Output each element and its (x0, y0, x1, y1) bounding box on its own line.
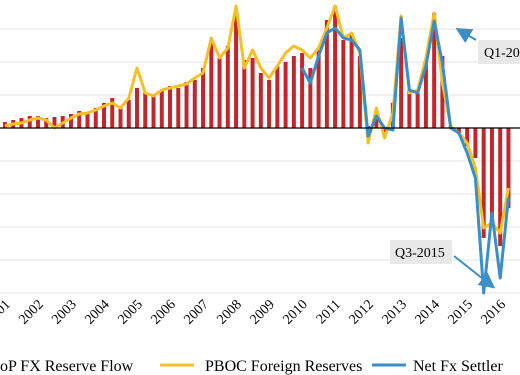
legend-label: oP FX Reserve Flow (0, 358, 134, 375)
x-tick-label: 2010 (281, 297, 311, 327)
line (300, 16, 510, 295)
annotation-text: Q3-2015 (395, 246, 445, 261)
bar (27, 116, 32, 128)
bar (357, 56, 362, 128)
x-tick-label: 2006 (148, 297, 178, 327)
x-tick-label: 2016 (479, 297, 509, 327)
bar (291, 56, 296, 128)
bar (77, 111, 82, 128)
legend-label: PBOC Foreign Reserves (205, 358, 362, 375)
line (4, 4, 510, 235)
bar (192, 80, 197, 128)
x-tick-label: 2002 (16, 297, 46, 327)
bar (201, 68, 206, 128)
bar (399, 38, 404, 128)
x-tick-label: 2014 (413, 297, 443, 327)
bar (102, 103, 106, 128)
bar (159, 90, 164, 128)
bar (35, 116, 40, 128)
annotation-arrow (455, 27, 477, 43)
bar (267, 80, 272, 128)
bar (432, 13, 437, 128)
annotation-box (478, 40, 520, 64)
bar (341, 40, 346, 128)
bar (135, 88, 140, 128)
bar (324, 20, 329, 128)
x-tick-label: 2013 (380, 297, 410, 327)
bar (242, 60, 247, 128)
annotation: Q1-20 (455, 27, 520, 64)
x-tick-label: 001 (0, 297, 14, 322)
bar (283, 62, 288, 128)
bar (217, 58, 222, 128)
bar (44, 118, 49, 128)
x-tick-label: 2004 (82, 297, 112, 327)
bar (382, 128, 387, 133)
bar (93, 108, 98, 128)
x-tick-label: 2003 (49, 297, 79, 327)
bar (415, 93, 420, 128)
x-tick-label: 2009 (248, 297, 278, 327)
bar (176, 88, 181, 128)
x-tick-label: 2007 (181, 297, 211, 327)
bar (143, 92, 148, 128)
bar (489, 128, 494, 223)
bar (250, 58, 255, 128)
x-tick-label: 2008 (214, 297, 244, 327)
bar (440, 56, 445, 128)
bar (316, 50, 321, 128)
bar (258, 73, 263, 128)
bar (225, 46, 230, 128)
bar (52, 117, 57, 128)
x-tick-label: 2011 (314, 297, 344, 327)
bar (300, 53, 305, 128)
bar (234, 10, 239, 128)
bar (209, 40, 214, 128)
bar (184, 82, 189, 128)
bar (456, 128, 461, 134)
bar (407, 90, 412, 128)
bar (168, 86, 173, 128)
bar (333, 6, 338, 128)
x-tick-label: 2012 (347, 297, 377, 327)
annotation: Q3-2015 (390, 240, 496, 289)
annotation-box (390, 240, 452, 264)
annotation-arrow (453, 255, 496, 289)
bar (349, 33, 354, 128)
bar (473, 128, 478, 158)
bar (110, 98, 115, 128)
bar (308, 68, 313, 128)
bar (423, 60, 428, 128)
bar (498, 128, 503, 246)
bar (275, 66, 280, 128)
legend-label: Net Fx Settler (413, 358, 503, 375)
bar (151, 94, 156, 128)
bar (481, 128, 486, 238)
bar (465, 128, 470, 146)
bar (85, 113, 90, 128)
bar (68, 114, 73, 128)
annotation-text: Q1-20 (484, 46, 520, 61)
x-tick-label: 2005 (115, 297, 145, 327)
bar (126, 100, 131, 128)
bar (118, 106, 123, 128)
x-tick-label: 2015 (446, 297, 476, 327)
bar (506, 128, 511, 208)
